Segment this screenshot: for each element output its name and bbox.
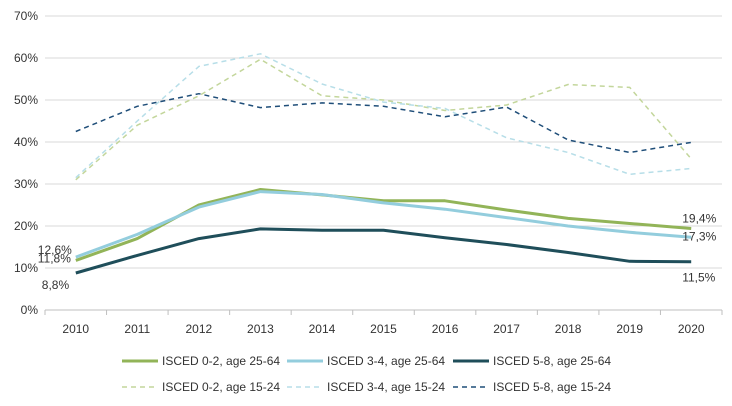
data-label: 12,6% — [38, 243, 72, 257]
series-line-2 — [75, 227, 692, 275]
x-tick-label: 2010 — [62, 322, 89, 336]
x-tick-label: 2012 — [186, 322, 213, 336]
x-tick-label: 2014 — [309, 322, 336, 336]
series-lines — [75, 53, 692, 275]
x-tick-label: 2018 — [555, 322, 582, 336]
y-tick-label: 70% — [14, 9, 38, 23]
legend: ISCED 0-2, age 25-64 ISCED 3-4, age 25-64… — [122, 354, 611, 394]
series-line-5 — [75, 92, 692, 154]
x-tick-label: 2017 — [493, 322, 520, 336]
y-tick-label: 20% — [14, 219, 38, 233]
y-tick-label: 0% — [21, 303, 39, 317]
legend-label: ISCED 3-4, age 25-64 — [327, 354, 445, 368]
x-tick-label: 2011 — [124, 322, 150, 336]
x-tick-label: 2013 — [247, 322, 274, 336]
data-label: 11,8% — [38, 251, 71, 265]
data-label: 17,3% — [682, 229, 716, 243]
data-label: 11,5% — [682, 271, 715, 285]
x-tick-label: 2016 — [432, 322, 459, 336]
axes: 0% 10% 20% 30% 40% 50% 60% 70% 2010 2011 2012 2013 2… — [14, 9, 723, 336]
legend-label: ISCED 5-8, age 15-24 — [493, 380, 611, 394]
y-tick-label: 30% — [14, 177, 38, 191]
legend-label: ISCED 0-2, age 15-24 — [162, 380, 280, 394]
data-labels: 11,8%12,6% 8,8% 19,4% 17,3% 11,5% — [38, 212, 717, 293]
legend-label: ISCED 0-2, age 25-64 — [162, 354, 280, 368]
series-line-1 — [75, 190, 692, 259]
data-label: 19,4% — [682, 212, 716, 226]
series-line-4 — [75, 53, 692, 179]
series-line-0 — [75, 188, 692, 262]
y-tick-label: 10% — [14, 261, 38, 275]
legend-label: ISCED 5-8, age 25-64 — [493, 354, 611, 368]
series-line-3 — [75, 58, 692, 181]
legend-label: ISCED 3-4, age 15-24 — [327, 380, 445, 394]
y-tick-label: 60% — [14, 51, 38, 65]
data-label: 8,8% — [42, 278, 70, 292]
x-tick-label: 2020 — [678, 322, 705, 336]
x-tick-label: 2015 — [370, 322, 397, 336]
y-tick-label: 50% — [14, 93, 38, 107]
x-tick-label: 2019 — [616, 322, 643, 336]
y-tick-label: 40% — [14, 135, 38, 149]
